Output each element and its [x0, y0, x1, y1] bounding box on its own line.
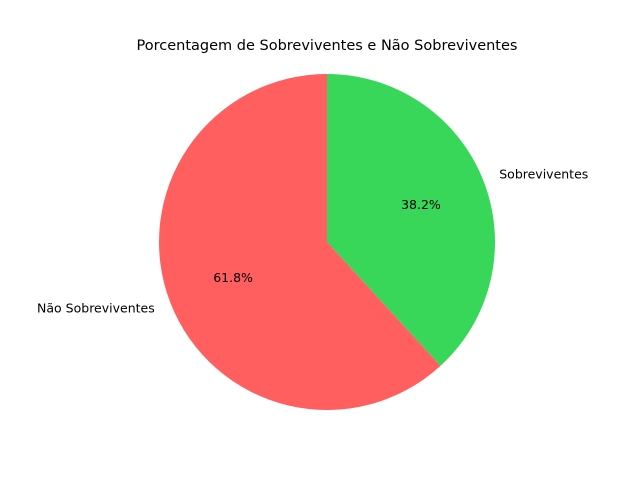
chart-title: Porcentagem de Sobreviventes e Não Sobre… [137, 38, 518, 54]
slice-label-2: Não Sobreviventes [37, 300, 155, 315]
pie-slice-2 [158, 74, 441, 410]
pie-slices [158, 74, 495, 410]
slice-pct-label-1: 38.2% [401, 197, 441, 212]
pie-slice-1 [327, 74, 495, 366]
pie-labels: Sobreviventes 38.2% Não Sobreviventes 61.8% [37, 167, 588, 316]
slice-label-1: Sobreviventes [499, 167, 588, 182]
slice-pct-label-2: 61.8% [213, 270, 253, 285]
